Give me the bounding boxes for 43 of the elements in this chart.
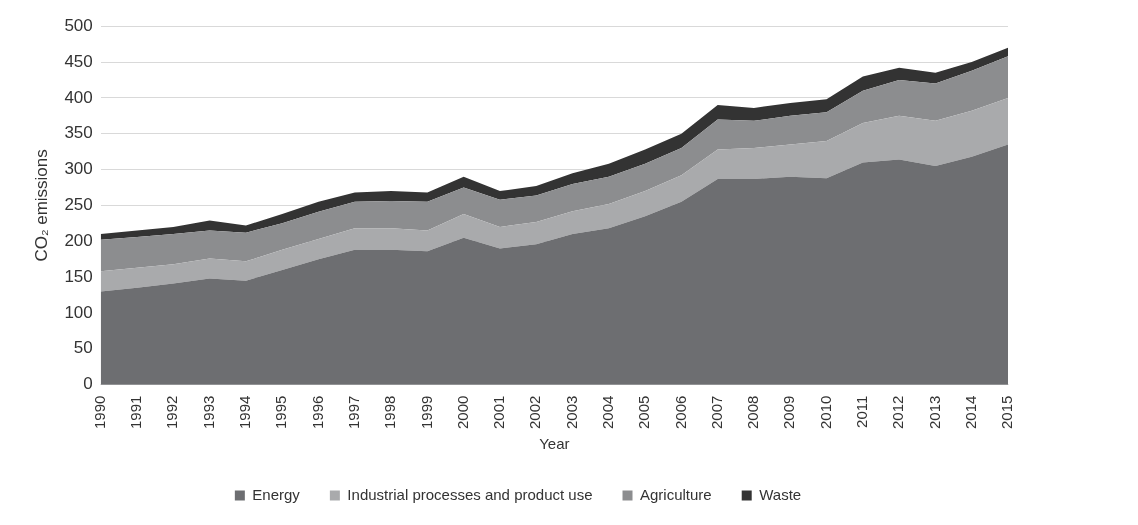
- y-tick-label: 300: [64, 159, 93, 179]
- legend-label: Energy: [252, 485, 301, 503]
- x-tick-label: 2007: [707, 395, 725, 430]
- y-tick-label: 250: [64, 195, 93, 215]
- x-axis-title: Year: [539, 435, 570, 453]
- x-tick-label: 2013: [925, 395, 943, 430]
- y-axis-title: CO₂ emissions: [31, 149, 51, 262]
- x-tick-label: 1990: [90, 395, 108, 430]
- x-tick-label: 2001: [490, 395, 508, 430]
- y-tick-label: 350: [64, 123, 93, 143]
- x-tick-label: 2006: [671, 395, 689, 430]
- y-tick-label: 450: [64, 51, 93, 71]
- x-tick-label: 1994: [236, 395, 254, 430]
- x-tick-label: 1992: [163, 395, 181, 430]
- y-tick-label: 200: [64, 230, 93, 250]
- x-tick-label: 2004: [598, 395, 616, 430]
- x-tick-label: 1999: [417, 395, 435, 430]
- x-tick-label: 2009: [780, 395, 798, 430]
- x-tick-label: 2002: [526, 395, 544, 430]
- x-tick-label: 2012: [889, 395, 907, 430]
- x-tick-label: 1991: [127, 395, 145, 430]
- x-tick-label: 2008: [744, 395, 762, 430]
- legend-label: Industrial processes and product use: [347, 485, 593, 503]
- x-tick-label: 1996: [308, 395, 326, 430]
- x-tick-label: 2003: [562, 395, 580, 430]
- y-tick-label: 150: [64, 266, 93, 286]
- x-tick-label: 2014: [961, 395, 979, 430]
- y-tick-label: 0: [83, 374, 93, 394]
- x-tick-label: 2005: [635, 395, 653, 430]
- y-tick-label: 50: [73, 338, 93, 358]
- legend-label: Agriculture: [640, 485, 712, 503]
- x-tick-label: 2010: [816, 395, 834, 430]
- y-tick-label: 500: [64, 15, 93, 35]
- x-tick-label: 2000: [453, 395, 471, 430]
- x-tick-label: 1997: [344, 395, 362, 430]
- y-tick-label: 100: [64, 302, 93, 322]
- y-tick-label: 400: [64, 87, 93, 107]
- x-tick-label: 2015: [998, 395, 1016, 430]
- legend-label: Waste: [759, 485, 802, 503]
- x-tick-label: 1998: [381, 395, 399, 430]
- x-tick-label: 1993: [199, 395, 217, 430]
- x-tick-label: 1995: [272, 395, 290, 430]
- x-tick-label: 2011: [852, 395, 870, 428]
